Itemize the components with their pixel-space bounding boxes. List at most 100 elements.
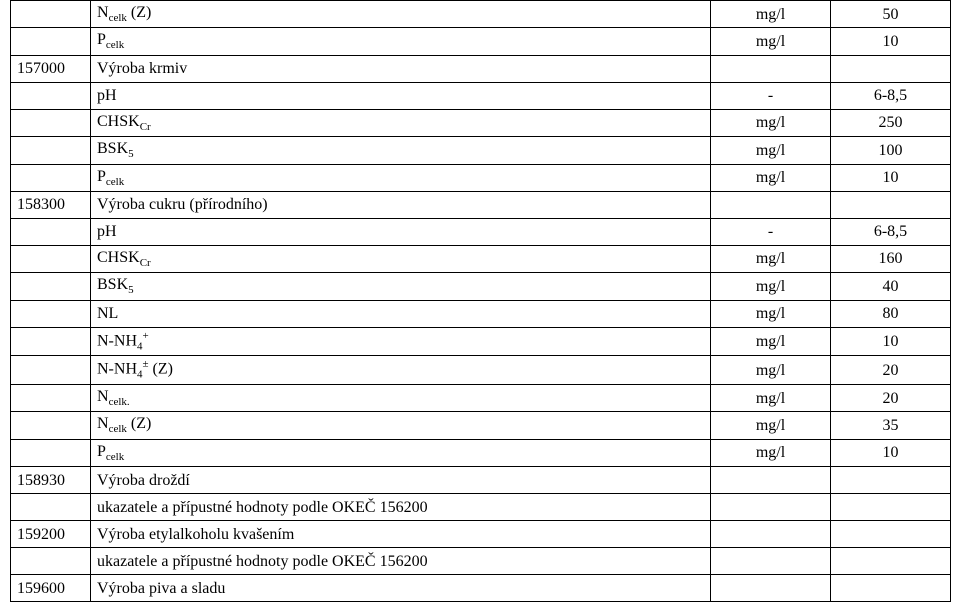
- unit-cell: -: [711, 82, 831, 109]
- param-sub: 4: [137, 369, 143, 381]
- param-cell: N-NH4± (Z): [91, 356, 711, 385]
- value-cell: 10: [831, 439, 951, 466]
- value-cell: [831, 55, 951, 82]
- code-cell: 158300: [11, 191, 91, 218]
- param-base: N: [97, 388, 109, 405]
- code-cell: [11, 28, 91, 55]
- param-sub: celk: [106, 176, 124, 188]
- param-cell: BSK5: [91, 273, 711, 300]
- code-cell: 158930: [11, 467, 91, 494]
- value-cell: 20: [831, 385, 951, 412]
- param-base: P: [97, 168, 106, 185]
- unit-cell: mg/l: [711, 164, 831, 191]
- value-cell: [831, 575, 951, 602]
- code-cell: 159200: [11, 521, 91, 548]
- value-cell: 50: [831, 1, 951, 28]
- param-base: BSK: [97, 276, 128, 293]
- value-cell: 6-8,5: [831, 82, 951, 109]
- param-cell: pH: [91, 82, 711, 109]
- code-cell: [11, 273, 91, 300]
- table-row: ukazatele a přípustné hodnoty podle OKEČ…: [11, 548, 951, 575]
- param-cell: CHSKCr: [91, 245, 711, 272]
- code-cell: [11, 548, 91, 575]
- param-cell: NL: [91, 300, 711, 327]
- table-row: 159200Výroba etylalkoholu kvašením: [11, 521, 951, 548]
- param-cell: Pcelk: [91, 439, 711, 466]
- value-cell: 10: [831, 28, 951, 55]
- code-cell: 159600: [11, 575, 91, 602]
- param-sub: Cr: [140, 257, 151, 269]
- param-cell: Ncelk.: [91, 385, 711, 412]
- data-table: Ncelk (Z)mg/l50Pcelkmg/l10157000Výroba k…: [10, 0, 951, 602]
- unit-cell: mg/l: [711, 300, 831, 327]
- unit-cell: [711, 548, 831, 575]
- table-body: Ncelk (Z)mg/l50Pcelkmg/l10157000Výroba k…: [11, 1, 951, 602]
- param-cell: pH: [91, 218, 711, 245]
- code-cell: [11, 439, 91, 466]
- table-row: CHSKCrmg/l160: [11, 245, 951, 272]
- value-cell: [831, 467, 951, 494]
- table-row: Pcelkmg/l10: [11, 164, 951, 191]
- table-row: N-NH4+mg/l10: [11, 327, 951, 356]
- param-sub: Cr: [140, 121, 151, 133]
- param-cell: ukazatele a přípustné hodnoty podle OKEČ…: [91, 548, 711, 575]
- table-row: CHSKCrmg/l250: [11, 109, 951, 136]
- unit-cell: [711, 467, 831, 494]
- param-base: N-NH: [97, 361, 137, 378]
- unit-cell: mg/l: [711, 273, 831, 300]
- value-cell: 6-8,5: [831, 218, 951, 245]
- value-cell: 250: [831, 109, 951, 136]
- param-suffix: (Z): [127, 4, 151, 21]
- code-cell: [11, 300, 91, 327]
- unit-cell: mg/l: [711, 137, 831, 164]
- value-cell: 10: [831, 164, 951, 191]
- param-base: CHSK: [97, 113, 140, 130]
- param-cell: Výroba etylalkoholu kvašením: [91, 521, 711, 548]
- code-cell: [11, 218, 91, 245]
- table-row: 159600Výroba piva a sladu: [11, 575, 951, 602]
- unit-cell: mg/l: [711, 1, 831, 28]
- param-base: N-NH: [97, 332, 137, 349]
- param-sub: 5: [128, 148, 134, 160]
- unit-cell: mg/l: [711, 327, 831, 356]
- value-cell: 10: [831, 327, 951, 356]
- code-cell: [11, 1, 91, 28]
- param-cell: Výroba piva a sladu: [91, 575, 711, 602]
- code-cell: [11, 494, 91, 521]
- param-cell: Výroba cukru (přírodního): [91, 191, 711, 218]
- unit-cell: [711, 521, 831, 548]
- param-base: N: [97, 4, 109, 21]
- table-row: Ncelk (Z) mg/l50: [11, 1, 951, 28]
- unit-cell: mg/l: [711, 28, 831, 55]
- unit-cell: mg/l: [711, 412, 831, 439]
- table-row: Ncelk (Z)mg/l35: [11, 412, 951, 439]
- code-cell: 157000: [11, 55, 91, 82]
- param-sup: +: [143, 330, 149, 342]
- param-cell: BSK5: [91, 137, 711, 164]
- value-cell: 40: [831, 273, 951, 300]
- param-sub: celk: [106, 451, 124, 463]
- param-base: N: [97, 415, 109, 432]
- param-sub: celk: [109, 424, 127, 436]
- code-cell: [11, 412, 91, 439]
- table-row: Ncelk.mg/l20: [11, 385, 951, 412]
- param-cell: Pcelk: [91, 164, 711, 191]
- code-cell: [11, 82, 91, 109]
- param-base: P: [97, 31, 106, 48]
- value-cell: [831, 494, 951, 521]
- param-sub: celk: [106, 40, 124, 52]
- code-cell: [11, 245, 91, 272]
- code-cell: [11, 137, 91, 164]
- value-cell: 80: [831, 300, 951, 327]
- param-cell: Pcelk: [91, 28, 711, 55]
- table-row: pH-6-8,5: [11, 218, 951, 245]
- param-sub: 5: [128, 284, 134, 296]
- value-cell: [831, 191, 951, 218]
- param-sub: celk: [109, 12, 127, 24]
- param-cell: CHSKCr: [91, 109, 711, 136]
- unit-cell: mg/l: [711, 439, 831, 466]
- table-row: N-NH4± (Z)mg/l20: [11, 356, 951, 385]
- param-base: BSK: [97, 140, 128, 157]
- table-row: NLmg/l80: [11, 300, 951, 327]
- param-cell: Ncelk (Z): [91, 412, 711, 439]
